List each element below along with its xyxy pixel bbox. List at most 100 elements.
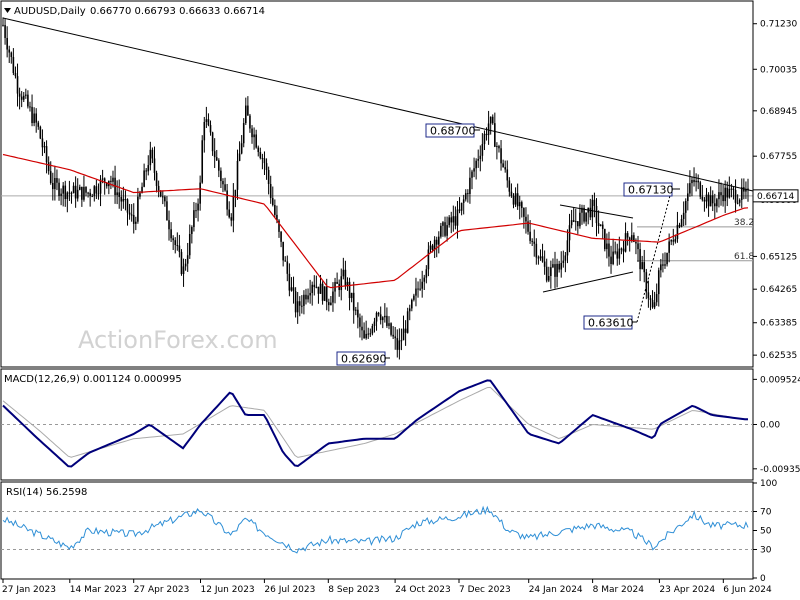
candle-body	[521, 202, 523, 209]
candle-body	[220, 170, 222, 182]
time-axis-label: 26 Jul 2023	[264, 585, 315, 595]
candle-body	[242, 123, 245, 144]
candle-body	[159, 190, 162, 197]
candle-body	[110, 180, 112, 182]
candle-body	[464, 193, 467, 200]
candle-body	[419, 288, 421, 290]
candle-body	[199, 182, 201, 204]
candle-body	[398, 340, 401, 350]
candle-body	[8, 49, 11, 53]
candle-body	[253, 134, 255, 138]
candle-body	[317, 286, 320, 294]
candle-body	[10, 52, 13, 58]
candle-body	[537, 257, 540, 259]
candle-body	[180, 251, 183, 275]
candle-body	[660, 264, 662, 271]
candle-body	[423, 277, 426, 282]
candle-body	[149, 149, 152, 166]
candle-body	[695, 180, 697, 183]
candle-body	[460, 202, 463, 211]
candle-body	[647, 292, 650, 299]
watermark: ActionForex.com	[78, 326, 278, 354]
candle-body	[608, 243, 610, 257]
candle-body	[699, 182, 702, 197]
candle-body	[244, 105, 247, 124]
candle-body	[352, 292, 355, 311]
candle-body	[413, 295, 415, 300]
candle-body	[186, 255, 189, 264]
candle-body	[678, 224, 681, 227]
candle-body	[630, 235, 633, 241]
time-axis-label: 23 Apr 2024	[659, 585, 715, 595]
candle-body	[713, 203, 716, 207]
candle-body	[562, 260, 565, 264]
candle-body	[280, 231, 282, 242]
candle-body	[172, 238, 174, 241]
candle-body	[269, 184, 272, 199]
candle-body	[379, 314, 382, 321]
candle-body	[657, 270, 660, 295]
candle-body	[116, 192, 118, 196]
candle-body	[226, 190, 228, 210]
candle-body	[89, 192, 91, 197]
candle-body	[342, 269, 345, 277]
candle-body	[539, 256, 542, 259]
candle-body	[49, 171, 52, 183]
candle-body	[662, 264, 664, 266]
candle-body	[585, 212, 587, 222]
candle-body	[14, 72, 17, 77]
candle-body	[388, 323, 390, 326]
candle-body	[213, 151, 216, 158]
candle-body	[261, 158, 264, 160]
candle-body	[726, 187, 729, 198]
candle-body	[402, 328, 405, 341]
candle-body	[591, 199, 594, 218]
candle-body	[734, 189, 737, 203]
candle-body	[145, 170, 147, 172]
candle-body	[427, 249, 430, 270]
candle-body	[425, 269, 428, 278]
rsi-axis-label: 30	[760, 546, 772, 556]
candle-body	[614, 251, 616, 253]
candle-body	[400, 340, 403, 342]
candle-body	[498, 146, 500, 149]
candle-body	[649, 298, 652, 300]
candle-body	[12, 57, 15, 73]
candle-body	[182, 266, 185, 275]
candle-body	[93, 186, 96, 197]
candle-body	[510, 191, 513, 196]
candle-body	[238, 153, 241, 161]
candle-body	[176, 245, 179, 247]
candle-body	[728, 188, 731, 198]
price-axis-label: 0.71230	[760, 20, 797, 30]
candle-body	[572, 220, 575, 222]
candle-body	[290, 287, 293, 291]
candle-body	[236, 160, 239, 190]
candle-body	[166, 201, 168, 221]
candle-body	[178, 245, 181, 252]
candle-body	[552, 264, 554, 268]
candle-body	[589, 207, 592, 218]
candle-body	[251, 128, 253, 138]
candle-body	[620, 248, 623, 250]
macd-axis-label: -0.00935	[760, 465, 800, 475]
price-axis-label: 0.63385	[760, 319, 797, 329]
candle-body	[375, 312, 378, 322]
candle-body	[653, 302, 656, 308]
candle-body	[126, 199, 129, 213]
candle-body	[373, 321, 376, 326]
collapse-arrow-icon[interactable]	[4, 8, 11, 13]
price-axis-label: 0.65125	[760, 252, 797, 262]
candle-body	[66, 192, 69, 200]
candle-body	[193, 210, 195, 228]
time-axis-label: 24 Oct 2023	[395, 585, 451, 595]
candle-body	[54, 178, 56, 190]
candle-body	[70, 193, 73, 195]
candle-body	[321, 283, 324, 301]
candle-body	[485, 133, 488, 136]
rsi-axis-label: 100	[760, 479, 777, 489]
candle-body	[257, 147, 260, 153]
fib-level-label: 61.8	[734, 252, 754, 262]
rsi-line	[2, 505, 749, 554]
candle-body	[359, 317, 361, 327]
